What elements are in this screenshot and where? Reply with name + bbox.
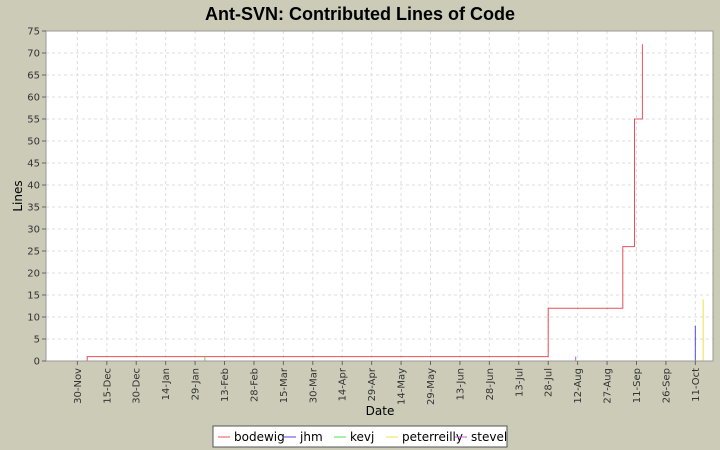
x-tick-label: 13-Jul (514, 368, 525, 397)
x-tick-label: 15-Mar (279, 367, 290, 403)
plot-border (45, 30, 714, 362)
y-tick-label: 40 (27, 181, 40, 192)
legend-label-bodewig: bodewig (234, 430, 285, 444)
x-tick-label: 13-Feb (220, 368, 231, 402)
x-axis-title: Date (366, 404, 395, 418)
plot-area (46, 31, 713, 361)
x-tick-label: 29-May (426, 368, 437, 405)
series-layer (53, 44, 704, 362)
legend-box (212, 425, 508, 448)
y-tick-label: 65 (27, 71, 40, 82)
y-tick-label: 75 (27, 27, 40, 38)
x-axis: 30-Nov 15-Dec 30-Dec 14-Jan 29-Jan 13-Feb 28-F… (73, 361, 702, 405)
y-tick-label: 25 (27, 247, 40, 258)
legend-label-peterreilly: peterreilly (402, 430, 463, 444)
x-tick-label: 28-Jul (544, 368, 555, 397)
x-tick-label: 29-Jan (191, 368, 202, 400)
y-tick-label: 5 (34, 335, 40, 346)
y-axis: 0 5 10 15 20 25 30 35 40 45 50 55 60 65 70 75 (27, 27, 46, 368)
x-tick-label: 14-Apr (338, 367, 349, 401)
x-tick-label: 30-Dec (132, 368, 143, 404)
x-tick-label: 14-Jan (161, 368, 172, 400)
y-tick-label: 0 (34, 357, 40, 368)
x-tick-label: 14-May (397, 368, 408, 405)
y-tick-label: 55 (27, 115, 40, 126)
y-tick-label: 70 (27, 49, 40, 60)
y-tick-label: 50 (27, 137, 40, 148)
x-tick-label: 29-Apr (367, 367, 378, 401)
y-tick-label: 20 (27, 269, 40, 280)
x-tick-label: 30-Nov (73, 368, 84, 404)
y-tick-label: 35 (27, 203, 40, 214)
x-tick-label: 27-Aug (603, 368, 614, 404)
grid (46, 30, 713, 362)
x-tick-label: 26-Sep (661, 368, 672, 403)
legend-label-jhm: jhm (299, 430, 323, 444)
y-tick-label: 45 (27, 159, 40, 170)
y-axis-title: Lines (11, 180, 25, 211)
series-line-bodewig (53, 44, 643, 362)
y-tick-label: 15 (27, 291, 40, 302)
x-tick-label: 30-Mar (308, 367, 319, 403)
y-tick-label: 60 (27, 93, 40, 104)
legend-label-kevj: kevj (350, 430, 374, 444)
legend-label-stevel: stevel (471, 430, 507, 444)
x-tick-label: 11-Oct (691, 368, 702, 402)
x-tick-label: 15-Dec (102, 368, 113, 404)
legend: bodewig jhm kevj peterreilly stevel (212, 425, 508, 448)
x-tick-label: 13-Jun (455, 368, 466, 401)
chart-title: Ant-SVN: Contributed Lines of Code (205, 4, 515, 24)
y-tick-label: 10 (27, 313, 40, 324)
x-tick-label: 28-Feb (249, 368, 260, 402)
x-tick-label: 28-Jun (485, 368, 496, 401)
x-tick-label: 12-Aug (573, 368, 584, 404)
y-tick-label: 30 (27, 225, 40, 236)
x-tick-label: 11-Sep (632, 368, 643, 403)
